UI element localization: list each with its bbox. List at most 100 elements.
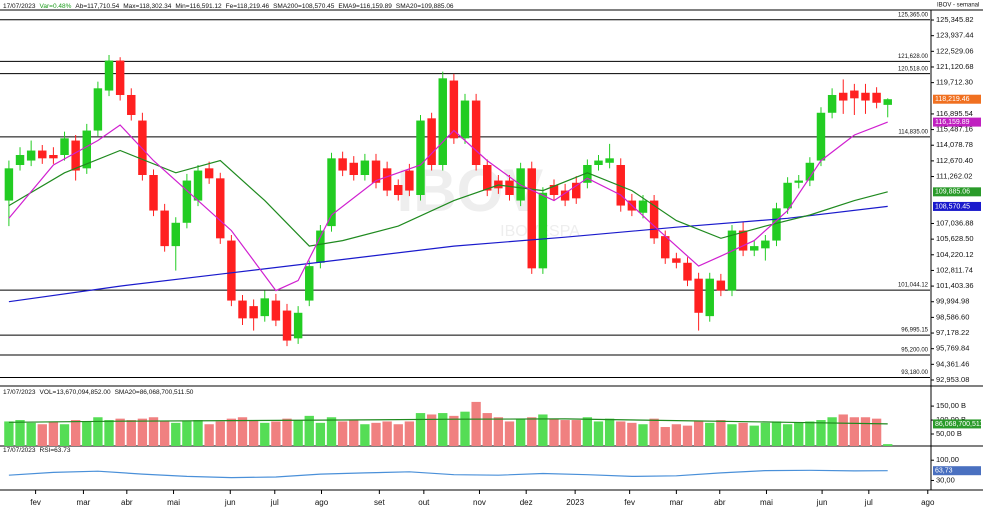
candle-body: [216, 178, 225, 239]
x-tick-label: dez: [520, 498, 533, 507]
candle-body: [883, 99, 892, 105]
volume-bar: [137, 418, 148, 446]
volume-bar: [449, 415, 459, 446]
candle-body: [127, 94, 136, 115]
x-tick-label: fev: [30, 498, 41, 507]
candle-body: [705, 278, 714, 317]
indicator-line: [8, 205, 888, 303]
y-tick-label: 102,811.74: [936, 265, 973, 274]
volume-bar: [382, 421, 392, 446]
candle-body: [605, 158, 614, 163]
volume-bar: [293, 420, 303, 446]
header-item: Var=0.48%: [40, 3, 72, 10]
y-tick-label: 98,586.60: [936, 312, 969, 321]
header-item: Fe=118,219.46: [226, 3, 270, 10]
volume-bar: [115, 418, 125, 446]
volume-bar: [782, 424, 793, 446]
x-tick-label: 2023: [566, 498, 584, 507]
volume-bar: [805, 421, 815, 446]
indicator-line: [8, 149, 888, 247]
header-item: SMA20=109,885.06: [396, 3, 454, 10]
value-box: [933, 466, 981, 476]
candle-body: [171, 222, 180, 247]
volume-bar: [582, 417, 593, 446]
volume-bar: [527, 417, 537, 446]
candle-body: [716, 280, 726, 291]
y-tick-label: 92,953.08: [936, 375, 969, 384]
candle-body: [583, 164, 592, 183]
volume-bar: [93, 417, 103, 446]
candle-body: [794, 180, 803, 183]
candle-body: [227, 240, 236, 301]
volume-bar: [282, 418, 292, 446]
candle-body: [260, 298, 269, 317]
value-box-label: 109,885.06: [935, 189, 970, 196]
candle-body: [738, 230, 748, 251]
level-label: 125,365.00: [898, 12, 929, 18]
volume-bar: [171, 422, 181, 446]
candle-body: [594, 160, 603, 165]
candle-body: [238, 300, 247, 319]
volume-bar: [104, 420, 114, 446]
volume-bar: [560, 420, 570, 446]
volume-bar: [460, 411, 470, 446]
candle-body: [93, 88, 103, 131]
candle-body: [560, 190, 570, 201]
volume-bar: [493, 417, 504, 446]
volume-bar: [849, 417, 860, 446]
candle-body: [4, 168, 14, 201]
volume-bar: [771, 421, 782, 446]
candle-body: [416, 120, 425, 195]
candle-body: [538, 192, 548, 269]
x-tick-label: jun: [816, 498, 828, 507]
volume-bar: [471, 401, 481, 446]
volume-bar: [705, 422, 715, 446]
header-item: 17/07/2023: [3, 3, 36, 10]
level-label: 93,180.00: [901, 370, 928, 376]
x-tick-label: jun: [224, 498, 236, 507]
volume-bar: [549, 418, 559, 446]
candle-body: [249, 306, 258, 319]
volume-bar: [794, 422, 804, 446]
volume-bar: [37, 424, 47, 446]
candle-body: [672, 258, 681, 263]
candle-body: [471, 100, 481, 165]
candle-body: [360, 160, 370, 175]
candle-body: [427, 118, 436, 165]
candle-body: [694, 278, 703, 313]
candle-body: [638, 200, 648, 213]
volume-bar: [304, 415, 314, 446]
header-item: SMA20=86,068,700,511.50: [115, 389, 194, 396]
indicator-line: [8, 121, 888, 292]
header-item: Min=116,591.12: [175, 3, 222, 10]
volume-bar: [393, 424, 403, 446]
candle-body: [394, 184, 403, 195]
y-tick-label: 105,628.50: [936, 234, 974, 243]
volume-bar: [649, 418, 659, 446]
level-label: 114,835.00: [898, 129, 928, 135]
value-box-label: 118,219.46: [935, 96, 970, 103]
volume-bar: [738, 422, 748, 446]
candle-body: [349, 162, 358, 175]
volume-bar: [326, 417, 337, 446]
y-tick-label: 114,078.78: [936, 140, 973, 149]
volume-bar: [193, 420, 203, 446]
x-tick-label: nov: [473, 498, 486, 507]
x-tick-label: mar: [77, 498, 91, 507]
volume-bar: [482, 413, 492, 446]
candle-body: [572, 182, 581, 199]
candle-body: [727, 230, 737, 291]
y-tick-label: 100,00: [936, 455, 959, 464]
x-tick-label: mai: [760, 498, 773, 507]
volume-bar: [271, 421, 281, 446]
x-tick-label: ago: [315, 498, 329, 507]
candle-body: [460, 100, 470, 139]
volume-bar: [126, 420, 136, 446]
candle-body: [527, 168, 536, 269]
value-box: [933, 94, 981, 104]
level-label: 96,995.15: [901, 328, 928, 334]
candle-body: [438, 78, 447, 165]
header-item: VOL=13,670,094,852.00: [40, 389, 111, 396]
volume-bar: [660, 427, 670, 446]
candle-body: [750, 246, 759, 251]
